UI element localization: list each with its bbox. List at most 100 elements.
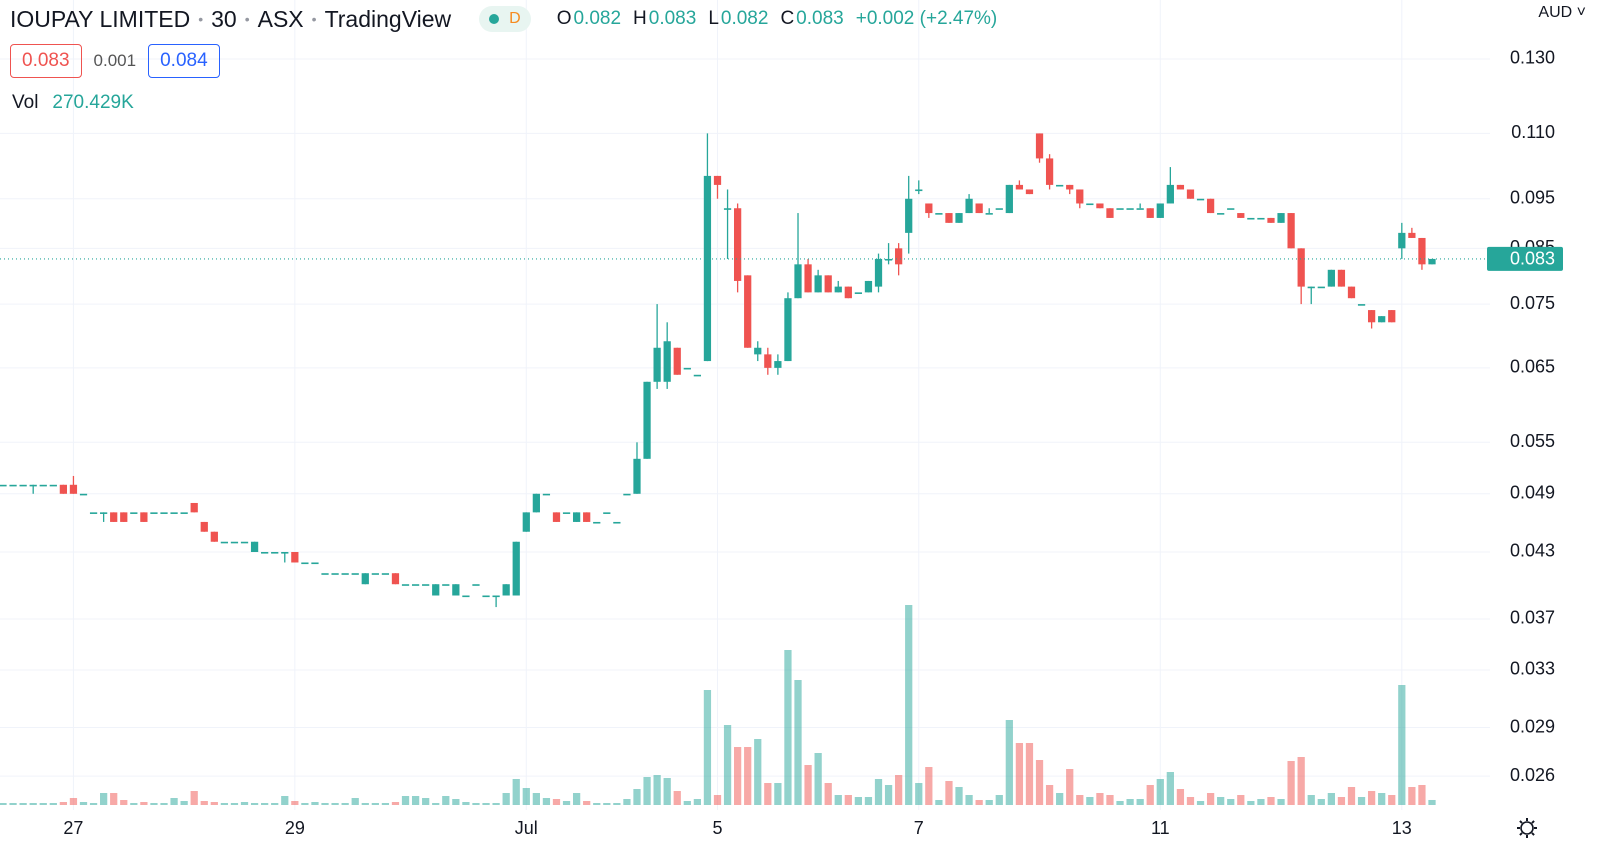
volume-bar <box>462 802 470 805</box>
volume-bar <box>1227 799 1235 805</box>
candle-body <box>1005 184 1013 214</box>
candle-body <box>723 208 732 210</box>
ohlc-legend: O 0.082 H 0.083 L 0.082 C 0.083 +0.002 (+2.4… <box>557 8 1008 30</box>
volume-bar <box>1247 801 1255 805</box>
currency[interactable]: AUD ˅ <box>1538 4 1586 21</box>
volume-bar <box>371 803 379 805</box>
candle-body <box>1317 286 1325 289</box>
status-letter: D <box>509 10 521 27</box>
y-tick-label: 0.110 <box>1511 122 1555 142</box>
y-tick-label: 0.075 <box>1510 293 1555 313</box>
volume-bar <box>89 803 98 805</box>
candle-body <box>1287 213 1295 249</box>
candle-body <box>371 573 379 575</box>
candle-body <box>572 512 581 522</box>
candle-body <box>1086 203 1094 206</box>
candle-body <box>69 484 78 494</box>
candle-body <box>824 275 832 293</box>
candle-body <box>844 286 852 299</box>
volume-bar <box>311 802 319 805</box>
volume-bar <box>814 753 822 805</box>
candle-body <box>250 541 259 552</box>
interval[interactable]: 30 <box>211 5 237 32</box>
candle-body <box>1378 316 1386 323</box>
candle-body <box>472 584 480 586</box>
last-price-badge <box>1487 246 1563 271</box>
candle-body <box>703 175 712 362</box>
candle-body <box>874 258 883 287</box>
volume-bar <box>240 802 249 805</box>
gear-tooth <box>1531 832 1535 836</box>
candle-body <box>663 341 671 382</box>
sell-price[interactable]: 0.083 <box>10 44 82 78</box>
candle-body <box>1398 232 1406 249</box>
volume-bar <box>884 785 893 805</box>
volume-bar <box>79 802 88 805</box>
candle-body <box>341 573 349 575</box>
volume-bar <box>723 725 732 805</box>
volume-bar <box>472 803 480 805</box>
ohlc-value: 0.082 <box>573 8 622 29</box>
candle-body <box>1388 310 1396 323</box>
candle-body <box>39 484 47 487</box>
volume-bar <box>29 803 37 805</box>
candle-body <box>552 512 561 522</box>
volume-bar <box>522 788 530 805</box>
volume-bar <box>1186 797 1195 805</box>
candle-body <box>935 213 943 215</box>
candle-body <box>693 374 701 377</box>
candle-body <box>79 493 88 496</box>
volume-legend: Vol 270.429K <box>12 92 134 114</box>
candle-body <box>1176 184 1185 190</box>
volume-bar <box>1015 743 1024 805</box>
volume-bar <box>1176 789 1185 805</box>
ohlc-key: C <box>780 8 795 29</box>
candle-body <box>1045 158 1054 185</box>
volume-bar <box>663 778 671 805</box>
ohlc-value: 0.082 <box>720 8 769 29</box>
candle-body <box>130 512 138 514</box>
volume-bar <box>542 798 551 805</box>
volume-bar <box>794 680 802 805</box>
volume-bar <box>1307 795 1315 805</box>
candle-body <box>683 367 691 370</box>
volume-bar <box>482 803 490 805</box>
volume-bar <box>351 798 359 805</box>
candle-body <box>49 484 57 487</box>
x-tick-label: 13 <box>1392 818 1412 838</box>
candle-body <box>905 198 913 233</box>
volume-bar <box>492 803 500 805</box>
volume-bar <box>361 803 369 805</box>
volume-bar <box>190 791 198 805</box>
gear-tooth <box>1519 820 1523 824</box>
volume-bar <box>1166 772 1174 805</box>
candle-body <box>321 573 329 575</box>
candle-body <box>1237 213 1245 218</box>
candle-body <box>673 347 681 375</box>
volume-bar <box>905 605 913 805</box>
volume-bar <box>1428 799 1436 805</box>
volume-bar <box>673 791 681 805</box>
candle-body <box>482 595 490 598</box>
volume-bar <box>1126 799 1134 805</box>
candle-body <box>261 551 269 554</box>
candle-body <box>854 292 863 294</box>
volume-bar <box>1327 793 1335 805</box>
candle-body <box>1327 269 1335 287</box>
y-tick-label: 0.037 <box>1510 608 1555 628</box>
candle-body <box>1277 213 1285 223</box>
settings-icon[interactable] <box>1517 818 1537 838</box>
exchange: ASX <box>257 5 304 32</box>
buy-price[interactable]: 0.084 <box>148 44 220 78</box>
candle-body <box>1146 208 1154 218</box>
volume-bar <box>1066 769 1074 805</box>
ohlc-key: O <box>556 8 572 29</box>
candle-body <box>562 512 571 514</box>
symbol-name[interactable]: IOUPAY LIMITED <box>10 5 191 32</box>
candle-body <box>1206 198 1215 214</box>
volume-bar <box>170 798 178 805</box>
market-status[interactable]: D <box>479 6 531 32</box>
candle-body <box>19 484 27 487</box>
candle-body <box>1035 133 1044 159</box>
